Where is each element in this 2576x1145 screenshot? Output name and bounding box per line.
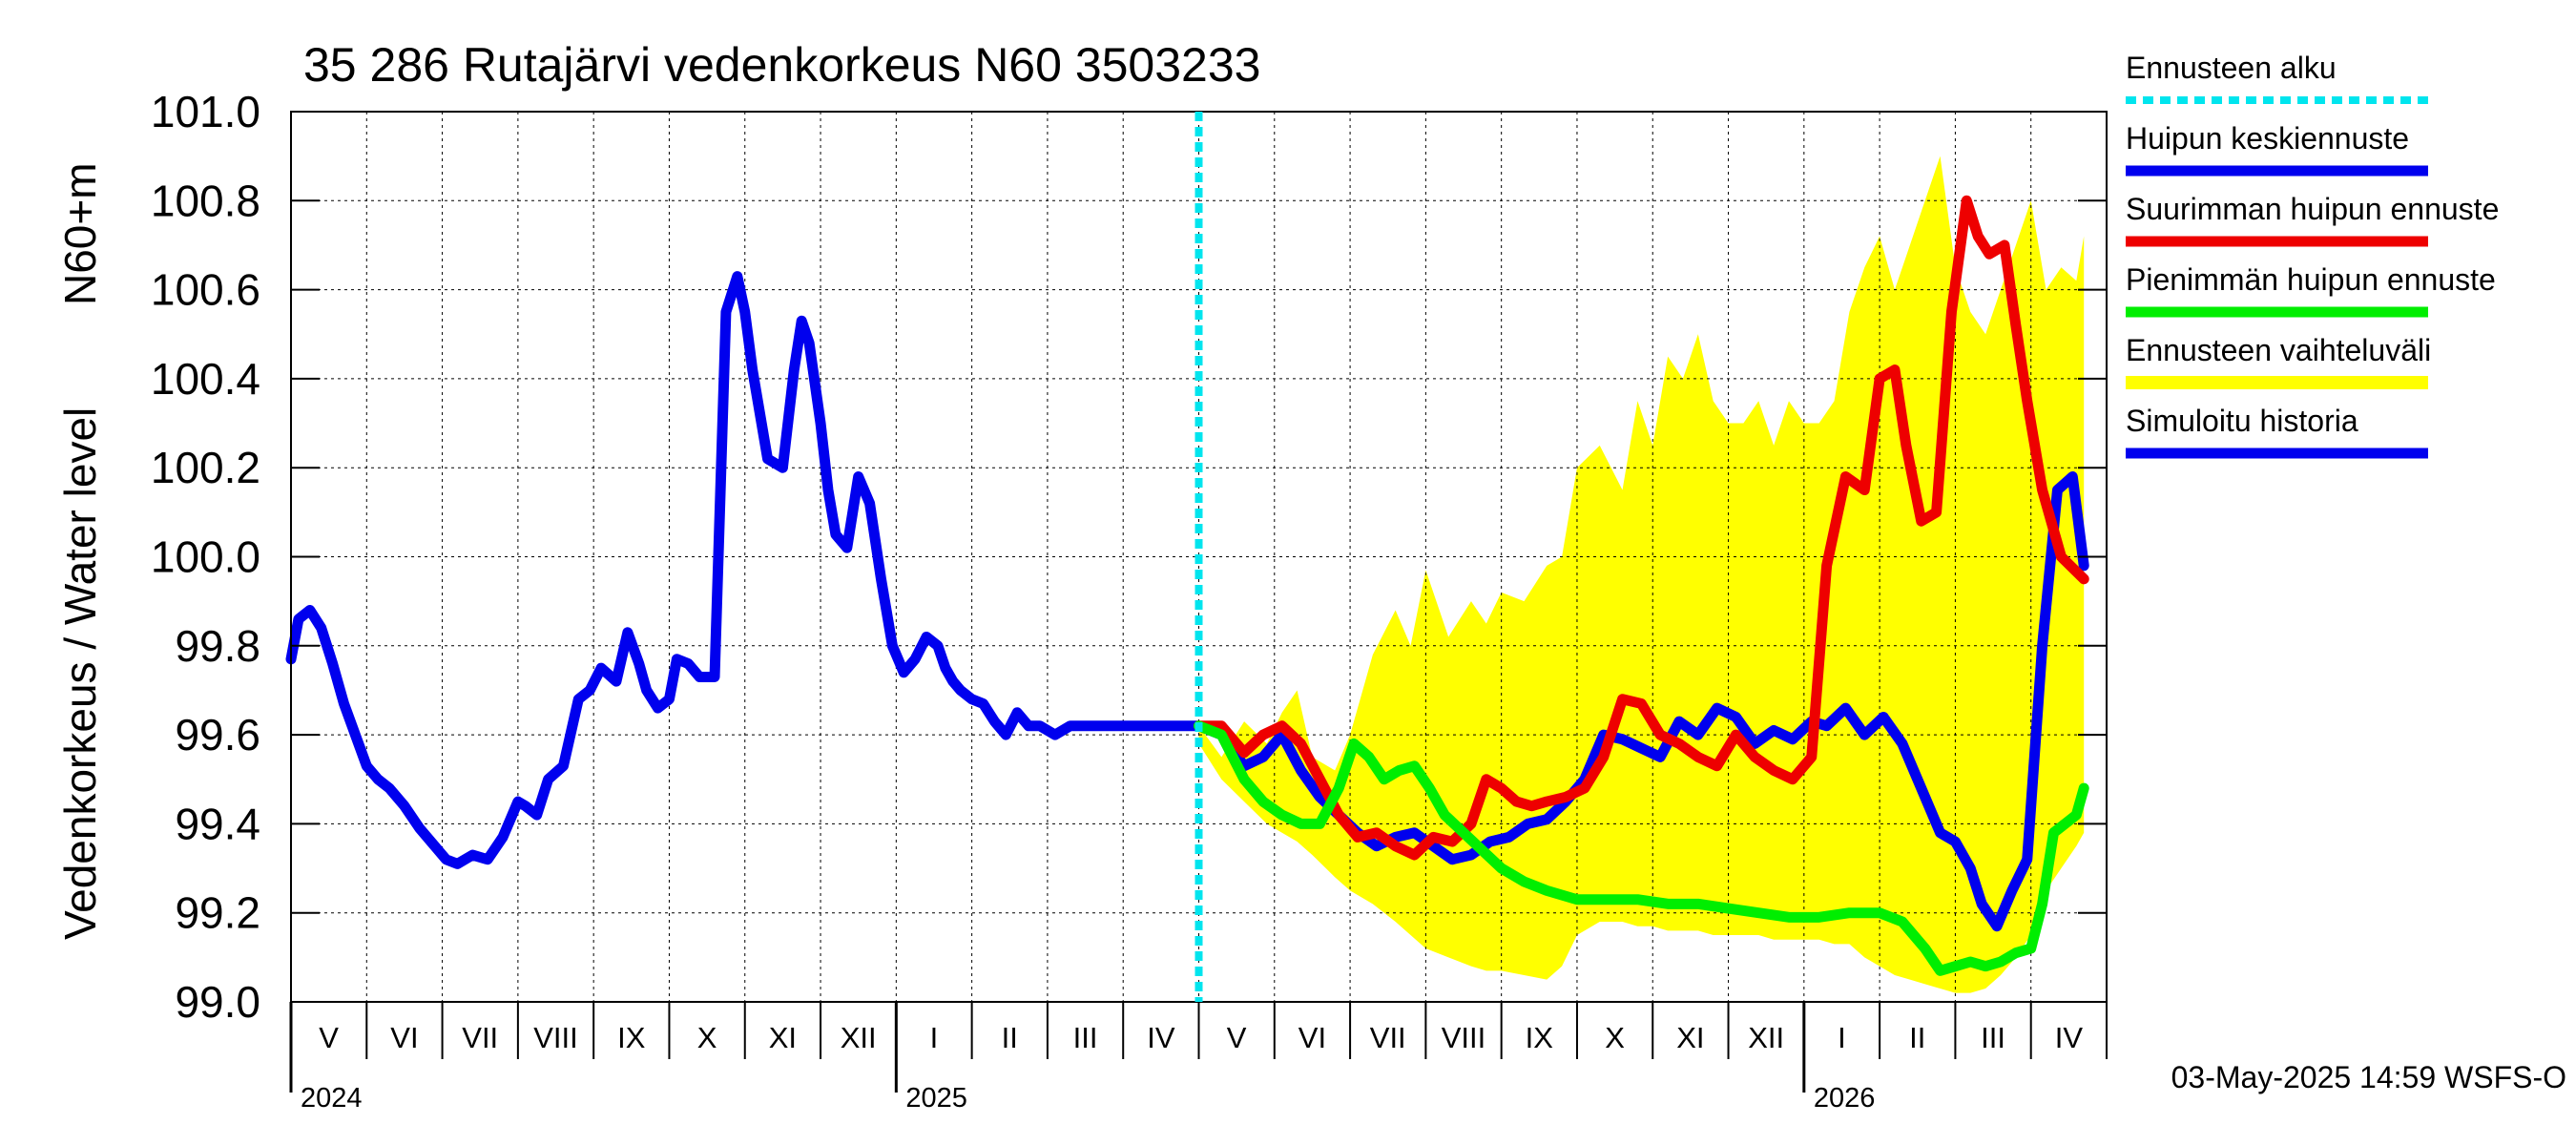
month-label: IX: [1526, 1021, 1554, 1054]
grid-layer: [291, 112, 2107, 1002]
month-label: VI: [1298, 1021, 1326, 1054]
month-label: II: [1909, 1021, 1925, 1054]
series-simuloitu-historia: [285, 271, 1204, 869]
legend-label: Ennusteen alku: [2126, 51, 2337, 85]
forecast-range-band-layer: [1198, 156, 2085, 993]
timestamp-footer: 03-May-2025 14:59 WSFS-O: [2171, 1060, 2566, 1094]
series-layer: [285, 195, 2089, 976]
legend-label: Pienimmän huipun ennuste: [2126, 262, 2496, 297]
month-label: XI: [1676, 1021, 1704, 1054]
y-axis-unit-label: N60+m: [55, 162, 105, 305]
series-suurimman-huipun-ennuste: [1194, 195, 2089, 861]
month-label: XII: [1748, 1021, 1784, 1054]
chart-title: 35 286 Rutajärvi vedenkorkeus N60 350323…: [303, 38, 1260, 92]
y-tick-label: 100.4: [151, 354, 260, 404]
month-label: IV: [1147, 1021, 1175, 1054]
legend: Ennusteen alku Huipun keskiennuste Suurimm…: [2126, 51, 2499, 459]
year-label: 2026: [1814, 1083, 1876, 1114]
month-label: VIII: [533, 1021, 578, 1054]
y-tick-label: 99.2: [175, 888, 260, 938]
month-label: X: [1605, 1021, 1625, 1054]
axis-layer: 99.0 99.2 99.4 99.6 99.8 100.0 100.2 100.4 100.6…: [151, 87, 2108, 1114]
y-tick-label: 101.0: [151, 87, 260, 136]
y-tick-label: 99.4: [175, 799, 260, 848]
month-label: IX: [617, 1021, 646, 1054]
series-pienimm-n-huipun-ennuste: [1194, 720, 2089, 976]
y-tick-label: 100.8: [151, 176, 260, 225]
month-label: XI: [769, 1021, 797, 1054]
y-tick-label: 99.0: [175, 977, 260, 1027]
month-label: VIII: [1442, 1021, 1486, 1054]
month-label: VII: [462, 1021, 498, 1054]
y-tick-label: 99.6: [175, 710, 260, 760]
year-label: 2025: [905, 1083, 967, 1114]
legend-label: Ennusteen vaihteluväli: [2126, 333, 2431, 367]
month-label: II: [1002, 1021, 1018, 1054]
legend-label: Huipun keskiennuste: [2126, 121, 2409, 156]
legend-label: Simuloitu historia: [2126, 404, 2358, 438]
legend-label: Suurimman huipun ennuste: [2126, 192, 2499, 226]
month-label: IV: [2055, 1021, 2084, 1054]
forecast-range-band: [1198, 156, 2085, 993]
month-label: I: [930, 1021, 939, 1054]
y-tick-label: 100.6: [151, 265, 260, 315]
month-label: X: [697, 1021, 717, 1054]
y-axis-label: Vedenkorkeus / Water level: [55, 407, 105, 940]
month-label: XII: [841, 1021, 877, 1054]
y-tick-label: 99.8: [175, 621, 260, 671]
y-tick-label: 100.0: [151, 532, 260, 582]
month-label: III: [1073, 1021, 1098, 1054]
month-label: VII: [1370, 1021, 1406, 1054]
month-label: V: [319, 1021, 339, 1054]
year-label: 2024: [301, 1083, 363, 1114]
month-label: V: [1227, 1021, 1247, 1054]
month-label: III: [1981, 1021, 2005, 1054]
y-tick-label: 100.2: [151, 443, 260, 492]
month-label: I: [1838, 1021, 1846, 1054]
month-label: VI: [390, 1021, 418, 1054]
